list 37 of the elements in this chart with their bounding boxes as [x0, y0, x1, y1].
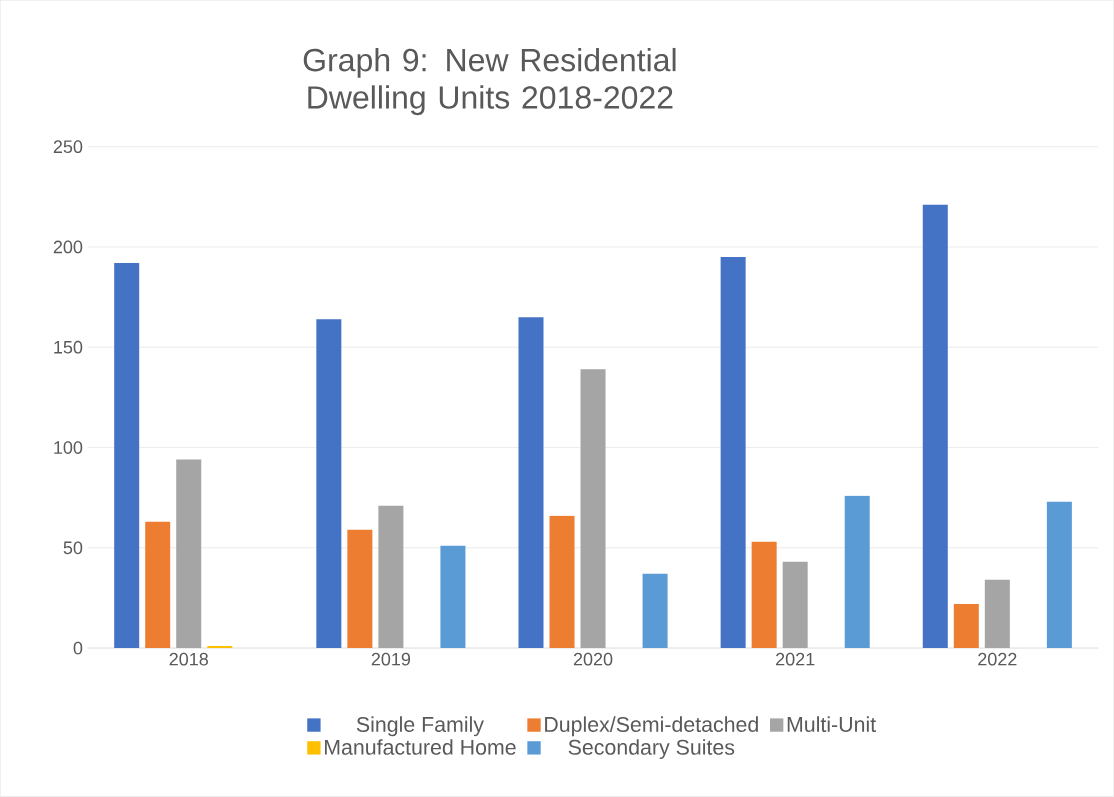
bar: [720, 257, 746, 649]
bar: [518, 317, 544, 649]
bar: [642, 573, 668, 649]
x-tick-label: 2020: [573, 652, 613, 666]
bar: [844, 495, 870, 649]
y-tick-label: 100: [54, 441, 83, 454]
bar: [176, 459, 202, 649]
bar: [782, 561, 808, 649]
bar: [378, 505, 404, 649]
y-tick-label: 150: [54, 340, 83, 354]
bar: [580, 369, 606, 649]
legend-label: Duplex/Semi-detached: [545, 716, 758, 737]
legend-label: Manufactured Home: [325, 739, 516, 755]
chart-title: Graph 9: New Residential Dwelling Units 2018-2022: [303, 48, 676, 116]
bar: [440, 545, 466, 649]
y-tick-label: 50: [63, 541, 83, 555]
legend-label: Single Family: [356, 716, 484, 737]
bar: [984, 579, 1010, 649]
y-tick-label: 250: [53, 140, 83, 154]
y-tick-label: 200: [53, 240, 83, 254]
bar: [207, 646, 233, 649]
x-tick-label: 2019: [371, 652, 411, 666]
bar: [145, 521, 171, 649]
x-tick-label: 2021: [776, 652, 815, 666]
bar: [347, 529, 373, 649]
legend-label: Multi-Unit: [787, 716, 876, 733]
x-tick-label: 2018: [169, 652, 208, 666]
bar: [751, 541, 777, 649]
x-tick-label: 2022: [978, 652, 1017, 666]
bar: [114, 263, 140, 649]
bar: [1046, 501, 1072, 649]
bar: [316, 319, 342, 649]
legend-label: Secondary Suites: [568, 739, 735, 760]
y-tick-label: 0: [73, 641, 83, 655]
bar: [549, 515, 575, 649]
bar: [953, 604, 979, 649]
bar: [922, 204, 948, 649]
